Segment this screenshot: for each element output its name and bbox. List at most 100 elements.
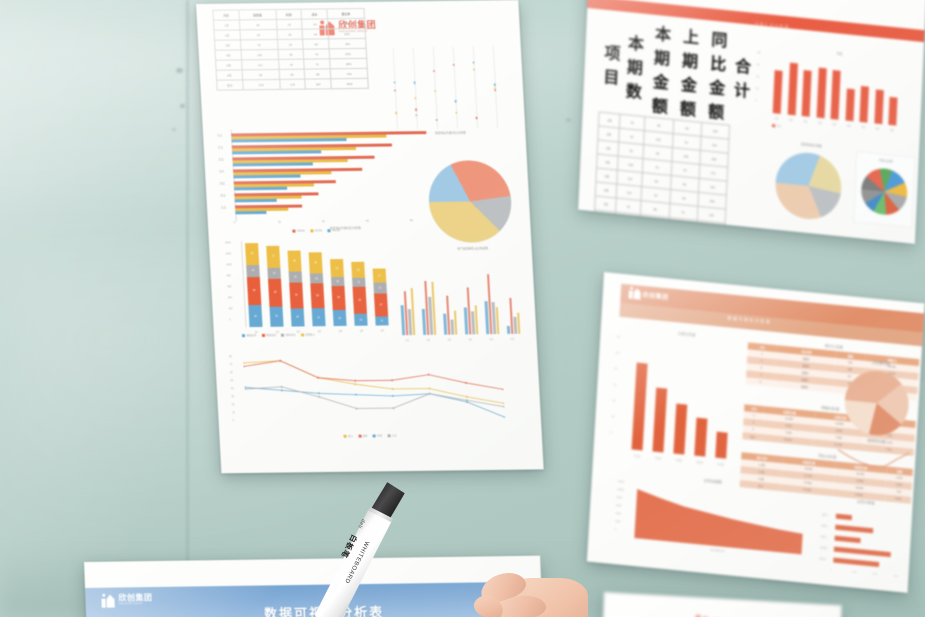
legend-label: 其他收入 <box>305 332 315 336</box>
hbar-bar <box>234 187 287 190</box>
wall-blemish <box>180 104 185 108</box>
hbar-y-label: 华南 <box>218 158 223 162</box>
dot-plot-point <box>436 119 439 121</box>
hbar-y-label: 西北 <box>220 193 225 197</box>
hbar-bar <box>233 175 300 178</box>
line-data-point <box>281 389 283 391</box>
table-cell: 59 <box>303 39 329 49</box>
bar <box>787 63 797 116</box>
hbar-bar <box>232 150 321 154</box>
legend-swatch <box>261 333 264 336</box>
hbar-y-label: 华北 <box>218 146 223 150</box>
table-cell: -6% <box>330 68 367 78</box>
legend-swatch <box>242 334 245 337</box>
stack-segment: 11 <box>352 278 366 287</box>
table-cell: 105 <box>241 49 278 59</box>
line-data-point <box>428 374 430 376</box>
line-y-label: 70 <box>229 363 232 366</box>
poster-visualization-dashboard[interactable]: 欣创集团 数据可视化分析表 主营业务量 120 100 80 60 40 20 0 华东区 华北… <box>587 272 925 593</box>
bar-x-label: 华南区 <box>671 457 687 463</box>
stack-segment: 33 <box>268 279 283 307</box>
table-cell: 23 <box>276 19 302 29</box>
human-hand <box>470 556 588 617</box>
legend-swatch <box>300 333 303 336</box>
stack-segment: 25 <box>309 252 323 273</box>
bar-x-label: 4月 <box>816 120 824 125</box>
bar-y-label: 20 <box>611 415 614 418</box>
table-cell: 70 <box>303 49 329 59</box>
wall-blemish <box>176 68 183 73</box>
line-data-point <box>355 394 357 396</box>
legend-item: 占比 <box>387 433 397 437</box>
brand-logo: 欣创集团 XINCHUANG GROUP <box>101 593 153 608</box>
legend-item: 增值业务 <box>261 333 276 337</box>
bar <box>874 90 883 124</box>
grouped-bar <box>509 298 514 334</box>
table-header-cell: 上期金额 <box>673 21 706 122</box>
logo-text-cn: 欣创集团 <box>118 594 152 602</box>
bar <box>773 70 783 114</box>
stack-segment: 32 <box>353 287 367 314</box>
dot-plot-point <box>476 117 479 119</box>
grouped-bar <box>496 307 500 334</box>
table-cell: 15% <box>328 28 365 38</box>
line-data-point <box>354 383 356 385</box>
trend-line <box>837 446 910 470</box>
stack-segment: 12 <box>289 272 303 282</box>
stack-y-label: 1000 <box>226 263 232 266</box>
table-cell: 6月 <box>216 70 242 80</box>
hbar-y-label: 类别三 <box>821 534 828 539</box>
line-y-label: 30 <box>231 395 234 398</box>
table-cell: 3月 <box>214 40 240 50</box>
table-header-cell: 同比金额 <box>701 24 734 125</box>
grouped-bar <box>475 306 479 335</box>
dot-plot-point <box>494 89 497 91</box>
table-row: 合计 573 176 397 52% <box>217 78 369 90</box>
logo-text-en: XINCHUANG GROUP <box>119 603 153 606</box>
table-header-row: 项目 本期数 本期金额 上期金额 同比金额 合计 <box>599 14 756 128</box>
grouped-x-label: 6月 <box>510 337 514 341</box>
poster-main-data-report[interactable]: 欣创集团 XINCHUANG GROUP 月份 销售额 利润 成本 增长率 1月 86 23 6… <box>196 0 544 473</box>
table-cell: 12% <box>328 18 365 28</box>
stack-segment: 27 <box>374 294 388 317</box>
legend-swatch <box>373 434 376 437</box>
line-y-label: 80 <box>229 355 232 358</box>
bar-x-label: 2月 <box>787 118 795 123</box>
line-chart-svg <box>243 352 506 443</box>
line-data-point <box>465 382 467 384</box>
line-data-point <box>466 399 468 401</box>
legend-label: 利润 <box>377 433 382 437</box>
line-y-label: 40 <box>231 387 234 390</box>
bar-y-label: 0 <box>610 431 612 434</box>
poster-summary-table[interactable]: 分类汇总分析表 项目 本期数 本期金额 上期金额 同比金额 合计 1月 87 86 80 253 2月… <box>578 0 925 244</box>
area-y-label: 8000 <box>617 496 622 500</box>
table-cell: 397 <box>305 79 331 89</box>
hbar-y-label: 东北 <box>221 205 226 209</box>
hbar-bar <box>235 211 266 214</box>
grouped-x-label: 5月 <box>489 337 493 341</box>
table-cell: 78 <box>240 39 277 49</box>
stack-segment: 26 <box>245 243 259 265</box>
line-trend-chart: 80 70 60 50 40 30 20 10 0 收入 成本 利润 占比 <box>229 352 521 455</box>
bar <box>859 86 869 123</box>
bar-x-label: 1月 <box>772 116 780 121</box>
stack-column: 24 33 13 27 <box>266 245 283 326</box>
table-header-cell: 本期金额 <box>645 18 678 119</box>
pie-chart-cost-structure <box>774 150 843 223</box>
stack-y-label: 0 <box>229 318 231 321</box>
stack-segment: 29 <box>331 286 345 310</box>
table-cell: 28 <box>277 29 303 39</box>
line-data-point <box>281 386 283 388</box>
table-header-cell: 成本 <box>301 9 327 19</box>
hbar-x-tick: 6000 <box>893 575 898 577</box>
legend-swatch <box>343 434 346 437</box>
bar-y-label: 0 <box>755 99 757 102</box>
hbar-bar <box>231 138 347 142</box>
table-cell: 合计 <box>742 432 763 441</box>
donut-chart-panel: 分类占比图 <box>854 152 915 228</box>
stack-segment: 19 <box>333 310 347 326</box>
line-y-label: 50 <box>230 379 233 382</box>
table-cell: -8% <box>329 38 366 48</box>
hbar-x-tick: 0 <box>831 569 832 571</box>
table-header-cell: 利润 <box>276 9 302 19</box>
